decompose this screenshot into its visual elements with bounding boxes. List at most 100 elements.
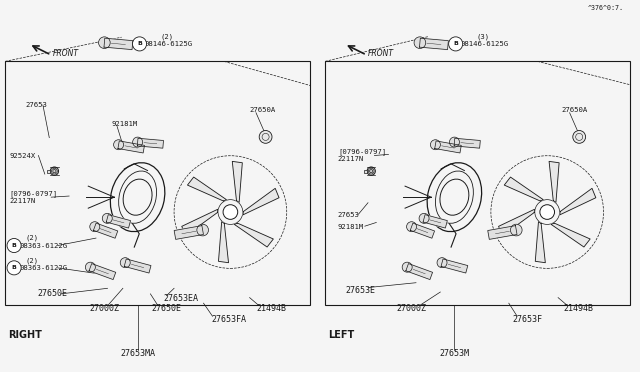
Text: [0796-0797]: [0796-0797] bbox=[338, 148, 386, 155]
Text: (2): (2) bbox=[160, 33, 173, 40]
Polygon shape bbox=[138, 138, 163, 148]
Text: 27653MA: 27653MA bbox=[120, 349, 155, 358]
Text: 27650A: 27650A bbox=[562, 107, 588, 113]
Polygon shape bbox=[104, 38, 133, 49]
Text: 27653EA: 27653EA bbox=[163, 294, 198, 303]
Polygon shape bbox=[243, 188, 279, 215]
Text: ^376^0:7.: ^376^0:7. bbox=[588, 5, 624, 11]
Text: [0796-0797]: [0796-0797] bbox=[10, 190, 58, 197]
Circle shape bbox=[540, 205, 554, 219]
Polygon shape bbox=[406, 264, 433, 279]
Circle shape bbox=[437, 258, 447, 268]
Text: 92181M: 92181M bbox=[112, 121, 138, 126]
Polygon shape bbox=[118, 141, 145, 153]
Circle shape bbox=[511, 224, 522, 236]
Text: B: B bbox=[12, 243, 17, 248]
Polygon shape bbox=[419, 38, 449, 49]
Circle shape bbox=[419, 214, 429, 223]
Polygon shape bbox=[182, 209, 218, 236]
Polygon shape bbox=[232, 161, 243, 202]
Polygon shape bbox=[188, 177, 227, 201]
Bar bbox=[364, 170, 367, 173]
Polygon shape bbox=[93, 223, 118, 238]
Circle shape bbox=[414, 37, 426, 48]
Circle shape bbox=[402, 262, 412, 272]
Circle shape bbox=[90, 222, 100, 232]
Ellipse shape bbox=[53, 170, 56, 173]
Polygon shape bbox=[124, 259, 151, 273]
Text: 27653: 27653 bbox=[338, 212, 360, 218]
Ellipse shape bbox=[367, 167, 375, 175]
Text: (3): (3) bbox=[477, 33, 490, 40]
Text: 22117N: 22117N bbox=[338, 156, 364, 162]
Text: 27650E: 27650E bbox=[37, 289, 67, 298]
Text: 27653FA: 27653FA bbox=[211, 315, 246, 324]
Circle shape bbox=[573, 131, 586, 143]
Circle shape bbox=[7, 238, 21, 253]
Circle shape bbox=[431, 140, 440, 150]
Bar bbox=[325, 61, 630, 305]
Polygon shape bbox=[560, 188, 596, 215]
Polygon shape bbox=[454, 138, 480, 148]
Polygon shape bbox=[89, 264, 116, 279]
Circle shape bbox=[449, 37, 463, 51]
Circle shape bbox=[102, 214, 112, 223]
Circle shape bbox=[85, 262, 95, 272]
Text: (2): (2) bbox=[26, 257, 39, 264]
Text: FRONT: FRONT bbox=[368, 49, 394, 58]
Circle shape bbox=[259, 131, 272, 143]
Circle shape bbox=[99, 37, 110, 48]
Text: 21494B: 21494B bbox=[256, 304, 286, 313]
Text: 92524X: 92524X bbox=[10, 153, 36, 159]
Polygon shape bbox=[504, 177, 543, 201]
Polygon shape bbox=[441, 259, 468, 273]
Text: 27650E: 27650E bbox=[151, 304, 181, 313]
Polygon shape bbox=[218, 222, 228, 263]
Bar bbox=[47, 170, 50, 173]
Text: B: B bbox=[137, 41, 142, 46]
Circle shape bbox=[7, 261, 21, 275]
Text: 08146-6125G: 08146-6125G bbox=[461, 41, 509, 47]
Circle shape bbox=[132, 137, 143, 147]
Polygon shape bbox=[435, 141, 461, 153]
Ellipse shape bbox=[51, 167, 59, 175]
Circle shape bbox=[406, 222, 417, 232]
Text: 27000Z: 27000Z bbox=[90, 304, 120, 313]
Bar bbox=[5, 61, 310, 305]
Circle shape bbox=[449, 137, 460, 147]
Text: 21494B: 21494B bbox=[563, 304, 593, 313]
Circle shape bbox=[120, 258, 130, 268]
Circle shape bbox=[132, 37, 147, 51]
Polygon shape bbox=[174, 226, 204, 239]
Text: RIGHT: RIGHT bbox=[8, 330, 42, 340]
Text: 27653E: 27653E bbox=[346, 286, 376, 295]
Polygon shape bbox=[535, 222, 545, 263]
Circle shape bbox=[197, 224, 209, 236]
Text: 08363-6122G: 08363-6122G bbox=[19, 265, 67, 271]
Text: 27653: 27653 bbox=[26, 102, 47, 108]
Polygon shape bbox=[499, 209, 534, 236]
Circle shape bbox=[114, 140, 124, 150]
Polygon shape bbox=[551, 223, 590, 247]
Text: 27000Z: 27000Z bbox=[397, 304, 427, 313]
Polygon shape bbox=[234, 223, 273, 247]
Polygon shape bbox=[106, 215, 131, 228]
Ellipse shape bbox=[123, 179, 152, 215]
Text: 27653F: 27653F bbox=[512, 315, 542, 324]
Polygon shape bbox=[549, 161, 559, 202]
Text: 27650A: 27650A bbox=[250, 107, 276, 113]
Text: 08363-6122G: 08363-6122G bbox=[19, 243, 67, 248]
Text: LEFT: LEFT bbox=[328, 330, 354, 340]
Circle shape bbox=[223, 205, 237, 219]
Text: B: B bbox=[12, 265, 17, 270]
Polygon shape bbox=[423, 215, 447, 228]
Text: 08146-6125G: 08146-6125G bbox=[145, 41, 193, 47]
Polygon shape bbox=[488, 226, 517, 239]
Ellipse shape bbox=[370, 170, 372, 173]
Text: FRONT: FRONT bbox=[53, 49, 79, 58]
Text: 27653M: 27653M bbox=[440, 349, 469, 358]
Text: (2): (2) bbox=[26, 235, 39, 241]
Text: 92181M: 92181M bbox=[338, 224, 364, 230]
Polygon shape bbox=[410, 223, 435, 238]
Text: 22117N: 22117N bbox=[10, 198, 36, 204]
